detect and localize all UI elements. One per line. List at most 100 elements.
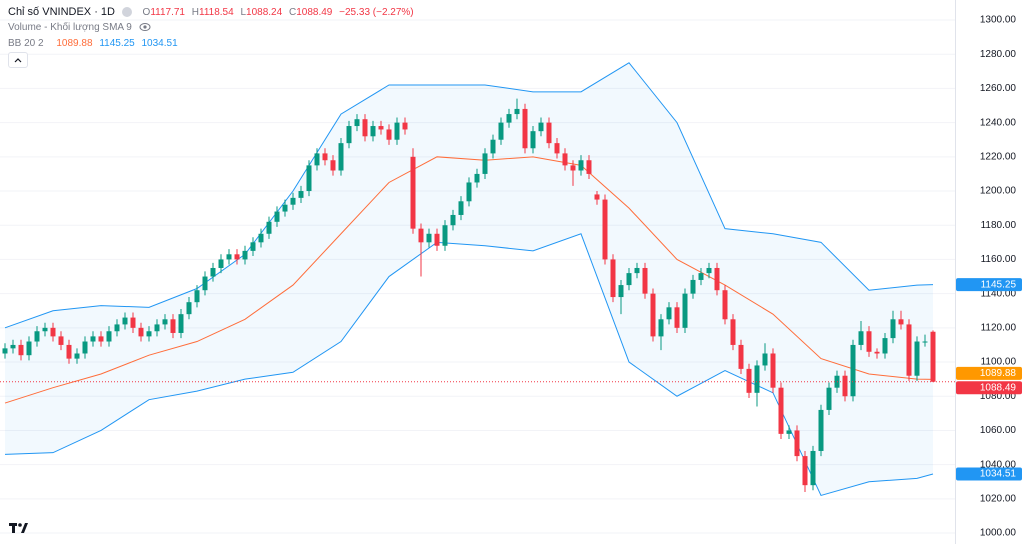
candle-body xyxy=(434,233,440,246)
candle-body xyxy=(722,290,728,320)
candle-body xyxy=(322,153,328,161)
y-tick-label: 1280.00 xyxy=(980,49,1017,60)
candle-body xyxy=(154,324,160,332)
candle-body xyxy=(90,336,96,342)
y-tick-label: 1060.00 xyxy=(980,425,1017,436)
candle-body xyxy=(794,430,800,457)
candle-body xyxy=(578,160,584,171)
candle-body xyxy=(386,129,392,140)
candle-body xyxy=(242,250,248,260)
candle-body xyxy=(82,341,88,354)
candle-body xyxy=(50,327,56,337)
candle-body xyxy=(114,324,120,332)
candle-body xyxy=(370,126,376,137)
bb-legend: BB 20 2 1089.88 1145.25 1034.51 xyxy=(8,38,182,49)
collapse-button[interactable] xyxy=(8,52,28,68)
candle-body xyxy=(394,122,400,140)
candle-body xyxy=(202,276,208,291)
y-tick-label: 1000.00 xyxy=(980,528,1017,539)
candle-body xyxy=(890,319,896,339)
candle-body xyxy=(674,307,680,328)
ohlc-value: 1088.24 xyxy=(246,7,283,18)
last-price-badge-bg xyxy=(956,381,1022,395)
candle-body xyxy=(570,165,576,171)
y-tick-label: 1080.00 xyxy=(980,391,1017,402)
y-tick-label: 1180.00 xyxy=(981,220,1017,231)
candle-body xyxy=(642,267,648,294)
candle-body xyxy=(450,214,456,226)
volume-label: Volume - Khối lượng SMA 9 xyxy=(8,22,132,33)
candle-body xyxy=(610,259,616,298)
chevron-icon xyxy=(14,58,22,63)
candle-body xyxy=(442,225,448,246)
candle-body xyxy=(698,273,704,280)
candle-body xyxy=(634,267,640,274)
candle-body xyxy=(170,319,176,333)
candle-body xyxy=(786,430,792,434)
candle-body xyxy=(810,450,816,486)
candle-body xyxy=(378,126,384,130)
y-tick-label: 1100.00 xyxy=(981,357,1017,368)
y-tick-label: 1140.00 xyxy=(981,288,1017,299)
candle-body xyxy=(34,331,40,342)
candle-body xyxy=(554,143,560,154)
candle-body xyxy=(2,348,8,354)
candle-body xyxy=(138,327,144,337)
candle-body xyxy=(746,368,752,393)
candle-body xyxy=(626,273,632,286)
candle-body xyxy=(562,153,568,166)
symbol-title: Chỉ số VNINDEX · 1D xyxy=(8,6,115,18)
candle-body xyxy=(898,319,904,325)
candle-body xyxy=(538,122,544,132)
candle-body xyxy=(162,319,168,325)
candle-body xyxy=(314,153,320,166)
y-tick-label: 1260.00 xyxy=(980,83,1017,94)
candle-body xyxy=(730,319,736,345)
candle-body xyxy=(778,387,784,434)
candle-body xyxy=(490,139,496,154)
candle-body xyxy=(306,165,312,192)
candle-body xyxy=(42,327,48,332)
ohlc-label: H xyxy=(191,7,200,18)
candle-body xyxy=(706,267,712,274)
candle-body xyxy=(266,221,272,234)
bb-lower-value: 1034.51 xyxy=(141,38,178,49)
ohlc-value: 1088.49 xyxy=(296,7,333,18)
y-tick-label: 1220.00 xyxy=(980,151,1017,162)
candle-body xyxy=(210,267,216,277)
candle-body xyxy=(738,344,744,369)
candle-body xyxy=(650,293,656,337)
candle-body xyxy=(818,409,824,451)
candle-body xyxy=(602,199,608,260)
candle-body xyxy=(178,314,184,333)
candle-body xyxy=(482,153,488,174)
upper-band-badge-bg xyxy=(956,278,1022,292)
candle-body xyxy=(362,119,368,137)
lower-band-badge: 1034.51 xyxy=(980,469,1017,480)
candle-body xyxy=(930,331,936,382)
candle-body xyxy=(522,108,528,149)
y-tick-label: 1200.00 xyxy=(980,186,1017,197)
candle-body xyxy=(714,267,720,291)
candle-body xyxy=(866,331,872,352)
candle-body xyxy=(250,242,256,251)
tv-logo[interactable] xyxy=(8,520,30,536)
ohlc-label: L xyxy=(240,7,247,18)
candle-body xyxy=(914,341,920,376)
candle-body xyxy=(530,131,536,149)
candle-body xyxy=(546,122,552,144)
eye-icon[interactable] xyxy=(139,22,151,32)
candle-body xyxy=(282,204,288,212)
status-dot[interactable] xyxy=(121,7,132,18)
candle-body xyxy=(474,173,480,183)
candle-body xyxy=(26,341,32,356)
candle-body xyxy=(10,344,16,349)
candle-body xyxy=(770,353,776,388)
y-tick-label: 1120.00 xyxy=(981,322,1017,333)
ohlc-label: O xyxy=(142,7,151,18)
candle-body xyxy=(218,259,224,268)
ohlc-value: 1118.54 xyxy=(199,7,234,18)
y-tick-label: 1300.00 xyxy=(980,15,1017,26)
